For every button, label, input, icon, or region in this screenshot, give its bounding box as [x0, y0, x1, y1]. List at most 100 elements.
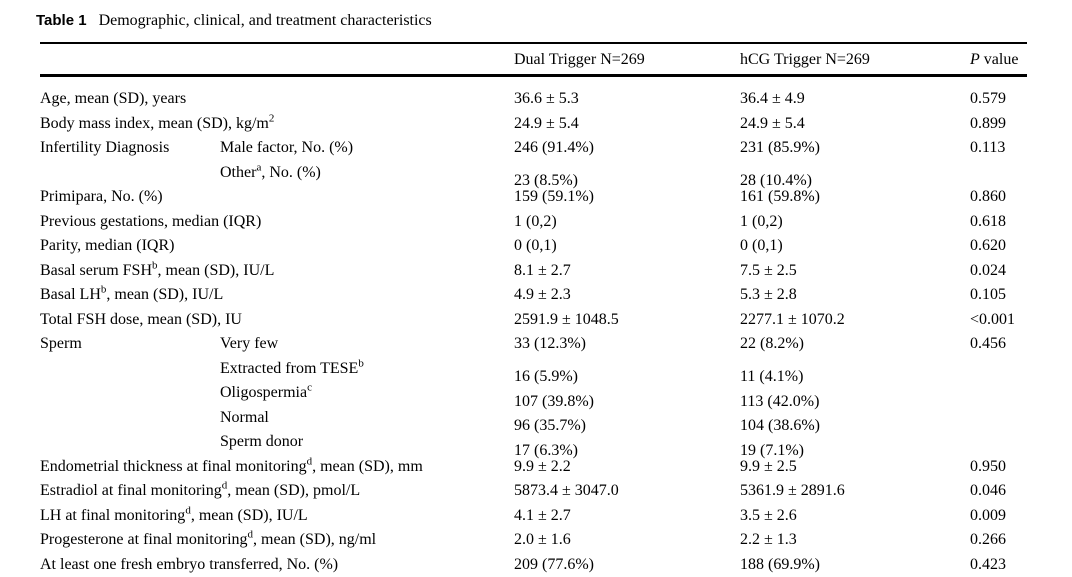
footnote-marker: d: [222, 480, 228, 492]
row-sublabel: Very few: [220, 332, 278, 357]
cell-dual-trigger: 24.9 ± 5.4: [514, 112, 740, 137]
table-caption-text: Demographic, clinical, and treatment cha…: [99, 12, 432, 29]
cell-hcg-trigger: 7.5 ± 2.5: [740, 259, 970, 284]
cell-p-value: 0.024: [970, 259, 1027, 284]
column-header-p-value: P value: [970, 52, 1027, 68]
cell-p-value: 0.105: [970, 283, 1027, 308]
row-label-cell: Extracted from TESEb: [40, 357, 514, 382]
footnote-marker: d: [248, 529, 254, 541]
row-sublabel: Extracted from TESEb: [220, 357, 364, 382]
cell-dual-trigger: 5873.4 ± 3047.0: [514, 479, 740, 504]
row-label-cell: Estradiol at final monitoringd, mean (SD…: [40, 479, 514, 504]
cell-dual-trigger: 159 (59.1%): [514, 185, 740, 210]
cell-hcg-trigger: 161 (59.8%): [740, 185, 970, 210]
cell-hcg-trigger: 24.9 ± 5.4: [740, 112, 970, 137]
footnote-marker: d: [185, 504, 191, 516]
cell-dual-trigger: 4.9 ± 2.3: [514, 283, 740, 308]
cell-dual-trigger: 0 (0,1): [514, 234, 740, 259]
cell-hcg-trigger: 22 (8.2%): [740, 332, 970, 357]
cell-hcg-trigger: 5361.9 ± 2891.6: [740, 479, 970, 504]
row-group-label: [40, 430, 220, 455]
row-group-label: Infertility Diagnosis: [40, 136, 220, 161]
row-label-cell: Previous gestations, median (IQR): [40, 210, 514, 235]
column-header-hcg-trigger: hCG Trigger N=269: [740, 52, 970, 68]
cell-p-value: 0.009: [970, 504, 1027, 529]
cell-hcg-trigger: 1 (0,2): [740, 210, 970, 235]
cell-hcg-trigger: 36.4 ± 4.9: [740, 87, 970, 112]
table-row: Othera, No. (%)23 (8.5%)28 (10.4%): [40, 161, 1027, 186]
row-sublabel: Othera, No. (%): [220, 161, 321, 186]
cell-dual-trigger: 96 (35.7%): [514, 414, 740, 439]
cell-dual-trigger: 2591.9 ± 1048.5: [514, 308, 740, 333]
row-sublabel: Male factor, No. (%): [220, 136, 353, 161]
cell-hcg-trigger: 11 (4.1%): [740, 365, 970, 390]
row-label-cell: Total FSH dose, mean (SD), IU: [40, 308, 514, 333]
cell-hcg-trigger: 3.5 ± 2.6: [740, 504, 970, 529]
footnote-marker: b: [101, 284, 107, 296]
row-label: Estradiol at final monitoringd, mean (SD…: [40, 479, 360, 504]
cell-p-value: 0.046: [970, 479, 1027, 504]
table-row: Total FSH dose, mean (SD), IU 2591.9 ± 10…: [40, 308, 1027, 333]
cell-p-value: 0.266: [970, 528, 1027, 553]
cell-dual-trigger: 2.0 ± 1.6: [514, 528, 740, 553]
row-label: Basal LHb, mean (SD), IU/L: [40, 283, 223, 308]
cell-dual-trigger: 107 (39.8%): [514, 390, 740, 415]
cell-hcg-trigger: 0 (0,1): [740, 234, 970, 259]
row-label-cell: Endometrial thickness at final monitorin…: [40, 455, 514, 480]
row-group-label: Sperm: [40, 332, 220, 357]
table-header-row: Dual Trigger N=269 hCG Trigger N=269 P v…: [40, 44, 1027, 74]
row-sublabel: Normal: [220, 406, 269, 431]
row-label: Primipara, No. (%): [40, 185, 163, 210]
cell-p-value: 0.620: [970, 234, 1027, 259]
row-group-label: [40, 357, 220, 382]
cell-p-value: 0.618: [970, 210, 1027, 235]
cell-p-value: <0.001: [970, 308, 1027, 333]
cell-dual-trigger: 246 (91.4%): [514, 136, 740, 161]
footnote-marker: b: [152, 259, 158, 271]
cell-hcg-trigger: 231 (85.9%): [740, 136, 970, 161]
table-row: At least one fresh embryo transferred, N…: [40, 553, 1027, 577]
cell-p-value: 0.579: [970, 87, 1027, 112]
table-row: Progesterone at final monitoringd, mean …: [40, 528, 1027, 553]
cell-dual-trigger: 8.1 ± 2.7: [514, 259, 740, 284]
row-group-label: [40, 381, 220, 406]
row-label: Endometrial thickness at final monitorin…: [40, 455, 423, 480]
table-row: Estradiol at final monitoringd, mean (SD…: [40, 479, 1027, 504]
table-caption-number: Table 1: [36, 12, 87, 29]
cell-dual-trigger: 9.9 ± 2.2: [514, 455, 740, 480]
cell-p-value: 0.860: [970, 185, 1027, 210]
row-label: Total FSH dose, mean (SD), IU: [40, 308, 242, 333]
row-label-cell: Basal LHb, mean (SD), IU/L: [40, 283, 514, 308]
table-row: Basal serum FSHb, mean (SD), IU/L 8.1 ± 2…: [40, 259, 1027, 284]
row-label: Previous gestations, median (IQR): [40, 210, 261, 235]
row-label-cell: Basal serum FSHb, mean (SD), IU/L: [40, 259, 514, 284]
row-label-cell: Body mass index, mean (SD), kg/m2: [40, 112, 514, 137]
cell-hcg-trigger: 188 (69.9%): [740, 553, 970, 577]
cell-hcg-trigger: 113 (42.0%): [740, 390, 970, 415]
table-row: Parity, median (IQR)0 (0,1)0 (0,1)0.620: [40, 234, 1027, 259]
cell-p-value: 0.113: [970, 136, 1027, 161]
row-label-cell: At least one fresh embryo transferred, N…: [40, 553, 514, 577]
footnote-marker: 2: [269, 112, 275, 124]
cell-dual-trigger: 16 (5.9%): [514, 365, 740, 390]
cell-p-value: 0.950: [970, 455, 1027, 480]
table-caption: Table 1 Demographic, clinical, and treatm…: [36, 12, 432, 30]
cell-dual-trigger: 36.6 ± 5.3: [514, 87, 740, 112]
cell-dual-trigger: 33 (12.3%): [514, 332, 740, 357]
cell-dual-trigger: 209 (77.6%): [514, 553, 740, 577]
table-row: Primipara, No. (%) 159 (59.1%)161 (59.8%)…: [40, 185, 1027, 210]
row-label: Basal serum FSHb, mean (SD), IU/L: [40, 259, 274, 284]
column-header-dual-trigger: Dual Trigger N=269: [514, 52, 740, 68]
row-group-label: [40, 406, 220, 431]
row-group-label: [40, 161, 220, 186]
footnote-marker: b: [358, 357, 364, 369]
row-label: Progesterone at final monitoringd, mean …: [40, 528, 376, 553]
